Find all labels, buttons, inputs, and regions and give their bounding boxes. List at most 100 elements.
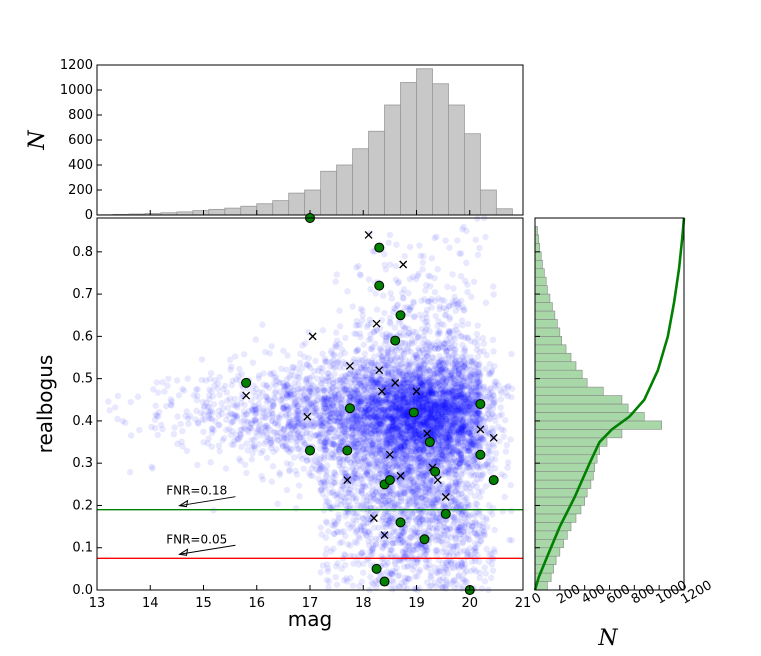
cloud-point [351,392,358,399]
cloud-point [425,378,433,385]
cloud-point [316,460,323,467]
top-histogram-bar [495,208,513,216]
cloud-point [381,418,388,425]
cloud-point [157,421,165,428]
cloud-point [484,393,492,400]
cloud-point [368,414,375,421]
cloud-point [410,425,417,433]
cloud-point [422,287,429,294]
cloud-point [328,399,335,407]
cloud-point [489,391,497,398]
cloud-point [322,551,329,558]
cloud-point [396,423,403,430]
cloud-point [397,437,404,444]
cloud-point [449,362,457,369]
cloud-point [338,565,345,572]
cloud-point [489,511,496,518]
cloud-point [419,419,426,426]
cloud-point [415,529,422,536]
cloud-point [333,382,340,390]
cloud-point [365,528,372,536]
cloud-point [475,372,482,379]
cloud-point [491,362,498,370]
cloud-point [149,465,156,472]
cloud-point [356,416,363,423]
cloud-point [410,299,418,306]
cloud-point [321,355,329,363]
cloud-point [364,433,372,440]
cloud-point [401,380,408,387]
cloud-point [414,334,421,342]
top-histogram-bar [240,205,258,216]
cloud-point [446,456,454,464]
cloud-point [264,394,271,402]
cloud-point [427,410,435,417]
cloud-point [453,400,461,408]
cloud-point [336,323,344,330]
cloud-point [363,412,371,419]
top-histogram-bar [352,148,369,216]
cloud-point [303,395,310,403]
cloud-point [270,401,278,408]
cloud-point [481,434,488,441]
cloud-point [425,391,433,398]
cloud-point [372,290,379,297]
cloud-point [405,440,412,447]
cloud-point [414,417,421,425]
cloud-point [361,442,369,449]
cloud-point [501,493,508,501]
cloud-point [505,382,512,390]
cloud-point [394,572,402,580]
cloud-point [392,262,399,270]
cloud-point [484,410,491,417]
cloud-point [313,407,320,415]
cloud-point [368,346,376,353]
cloud-point [355,376,362,383]
cloud-point [106,407,113,414]
top-y-tick-label: 1000 [60,83,93,98]
cloud-point [423,415,430,422]
cloud-point [446,431,453,438]
cloud-point [389,515,397,523]
cloud-point [413,354,420,361]
cloud-point [449,394,456,402]
cloud-point [508,350,515,358]
cloud-point [322,405,330,412]
top-histogram-bar [479,189,497,216]
cloud-point [448,370,455,378]
cloud-point [407,534,415,541]
cloud-point [426,411,433,418]
cloud-point [333,443,340,450]
cloud-point [404,424,412,431]
cloud-point [449,546,457,553]
cloud-point [476,377,483,385]
cloud-point [424,322,431,329]
cloud-point [428,388,435,396]
cloud-point [367,345,374,352]
cloud-point [271,389,278,396]
cloud-point [456,416,463,423]
cloud-point [477,537,484,545]
cloud-point [418,513,425,520]
cloud-point [401,389,408,396]
cloud-point [413,429,420,436]
cloud-point [401,414,409,421]
cloud-point [490,283,497,290]
cloud-point [489,567,497,574]
cloud-point [332,479,339,486]
cloud-point [474,409,481,417]
cloud-point [461,408,468,415]
top-histogram-bar [288,192,306,216]
cloud-point [351,330,358,337]
cloud-point [472,236,479,244]
cloud-point [406,243,414,251]
cloud-point [466,371,474,379]
cloud-point [379,361,386,368]
cloud-point [401,252,408,260]
cloud-point [349,477,357,485]
cloud-point [422,310,429,317]
cloud-point [472,499,480,507]
cloud-point [296,452,304,460]
